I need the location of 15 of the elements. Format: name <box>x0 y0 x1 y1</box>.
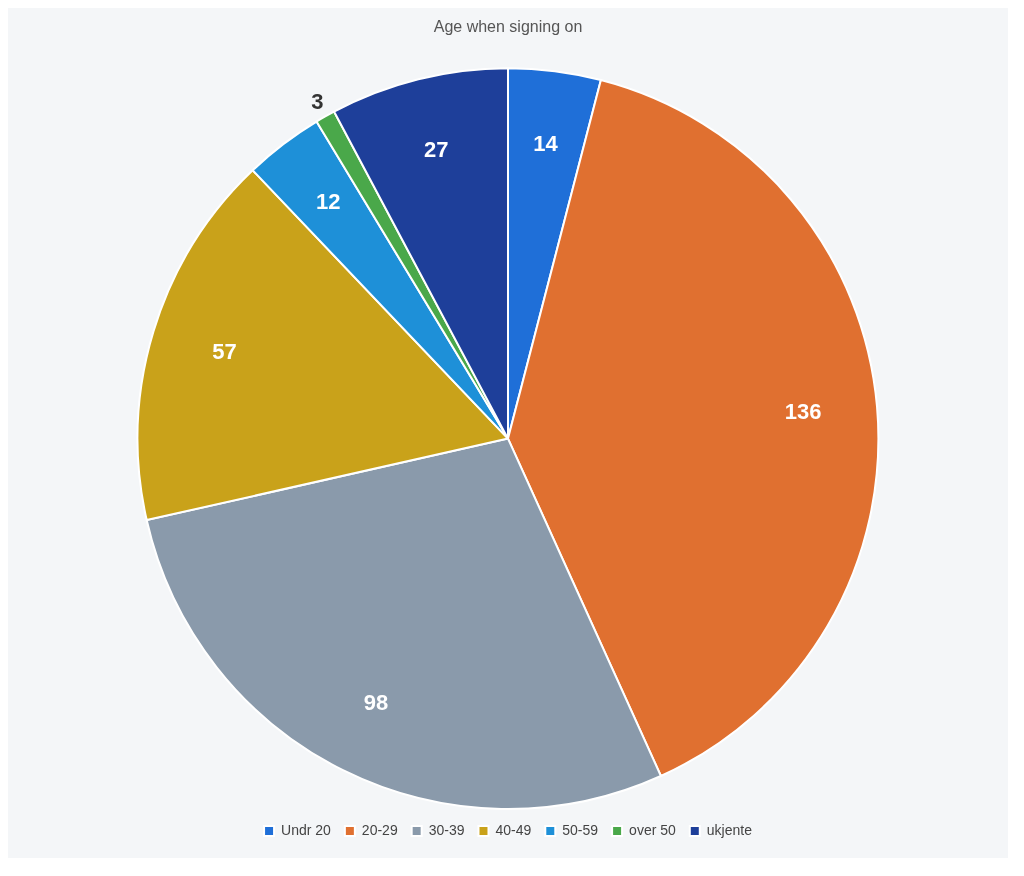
data-label: 98 <box>363 689 389 715</box>
legend-label: Undr 20 <box>281 821 332 838</box>
legend-label: over 50 <box>629 821 677 838</box>
legend-label: ukjente <box>706 821 753 838</box>
legend-label: 40-49 <box>495 821 532 838</box>
legend-label: 50-59 <box>562 821 599 838</box>
legend-label: 20-29 <box>361 821 398 838</box>
chart-title: Age when signing on <box>433 18 583 36</box>
legend-label: 30-39 <box>428 821 465 838</box>
data-label: 12 <box>315 189 341 215</box>
data-label: 14 <box>533 130 559 156</box>
data-label: 27 <box>424 137 449 163</box>
data-label: 57 <box>212 338 237 364</box>
data-label: 3 <box>311 88 324 114</box>
data-label: 136 <box>784 399 822 425</box>
